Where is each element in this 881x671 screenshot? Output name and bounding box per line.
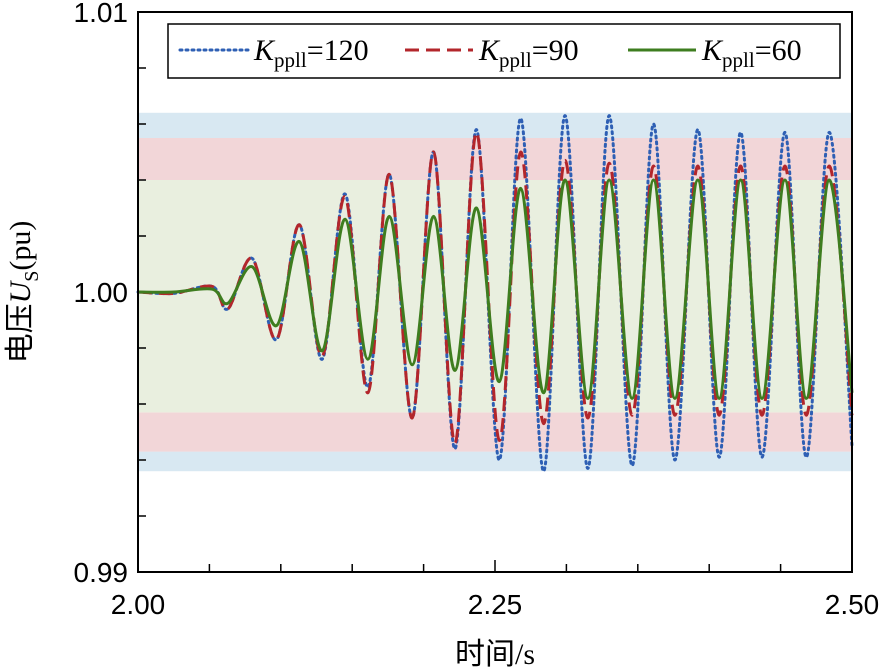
y-axis-label-sub: S <box>21 271 43 282</box>
x-axis-label: 时间/s <box>455 638 535 671</box>
y-axis-label-prefix: 电压 <box>4 303 37 363</box>
legend-box <box>167 23 841 79</box>
series-line-2 <box>137 178 854 400</box>
series-lines <box>136 114 854 473</box>
y-tick-label-0: 0.99 <box>74 557 129 588</box>
legend-label-var: K <box>701 34 724 67</box>
legend-label-1: Kppll=90 <box>478 34 579 72</box>
legend-label-2: Kppll=60 <box>701 34 802 72</box>
legend: Kppll=120 Kppll=90 Kppll=60 <box>167 23 841 79</box>
band-4 <box>138 112 852 138</box>
legend-label-sub: ppll <box>499 48 532 72</box>
y-axis-label: 电压US(pu) <box>4 221 43 364</box>
legend-label-0: Kppll=120 <box>253 34 369 72</box>
tick-labels: 0.99 1.00 1.01 2.00 2.25 2.50 <box>74 0 880 620</box>
x-tick-label-2: 2.50 <box>825 589 880 620</box>
legend-label-var: K <box>478 34 501 67</box>
band-3 <box>138 138 852 180</box>
y-tick-label-1: 1.00 <box>74 277 129 308</box>
y-axis-label-unit: (pu) <box>4 221 37 271</box>
band-0 <box>138 451 852 472</box>
x-tick-label-1: 2.25 <box>468 589 523 620</box>
y-tick-label-2: 1.01 <box>74 0 129 28</box>
legend-label-suffix: =90 <box>532 34 579 67</box>
x-tick-label-0: 2.00 <box>111 589 166 620</box>
legend-label-suffix: =120 <box>307 34 369 67</box>
legend-label-sub: ppll <box>722 48 755 72</box>
plot-frame <box>137 11 853 573</box>
legend-label-sub: ppll <box>274 48 307 72</box>
legend-label-suffix: =60 <box>755 34 802 67</box>
y-axis-label-var: U <box>4 279 37 303</box>
legend-label-var: K <box>253 34 276 67</box>
